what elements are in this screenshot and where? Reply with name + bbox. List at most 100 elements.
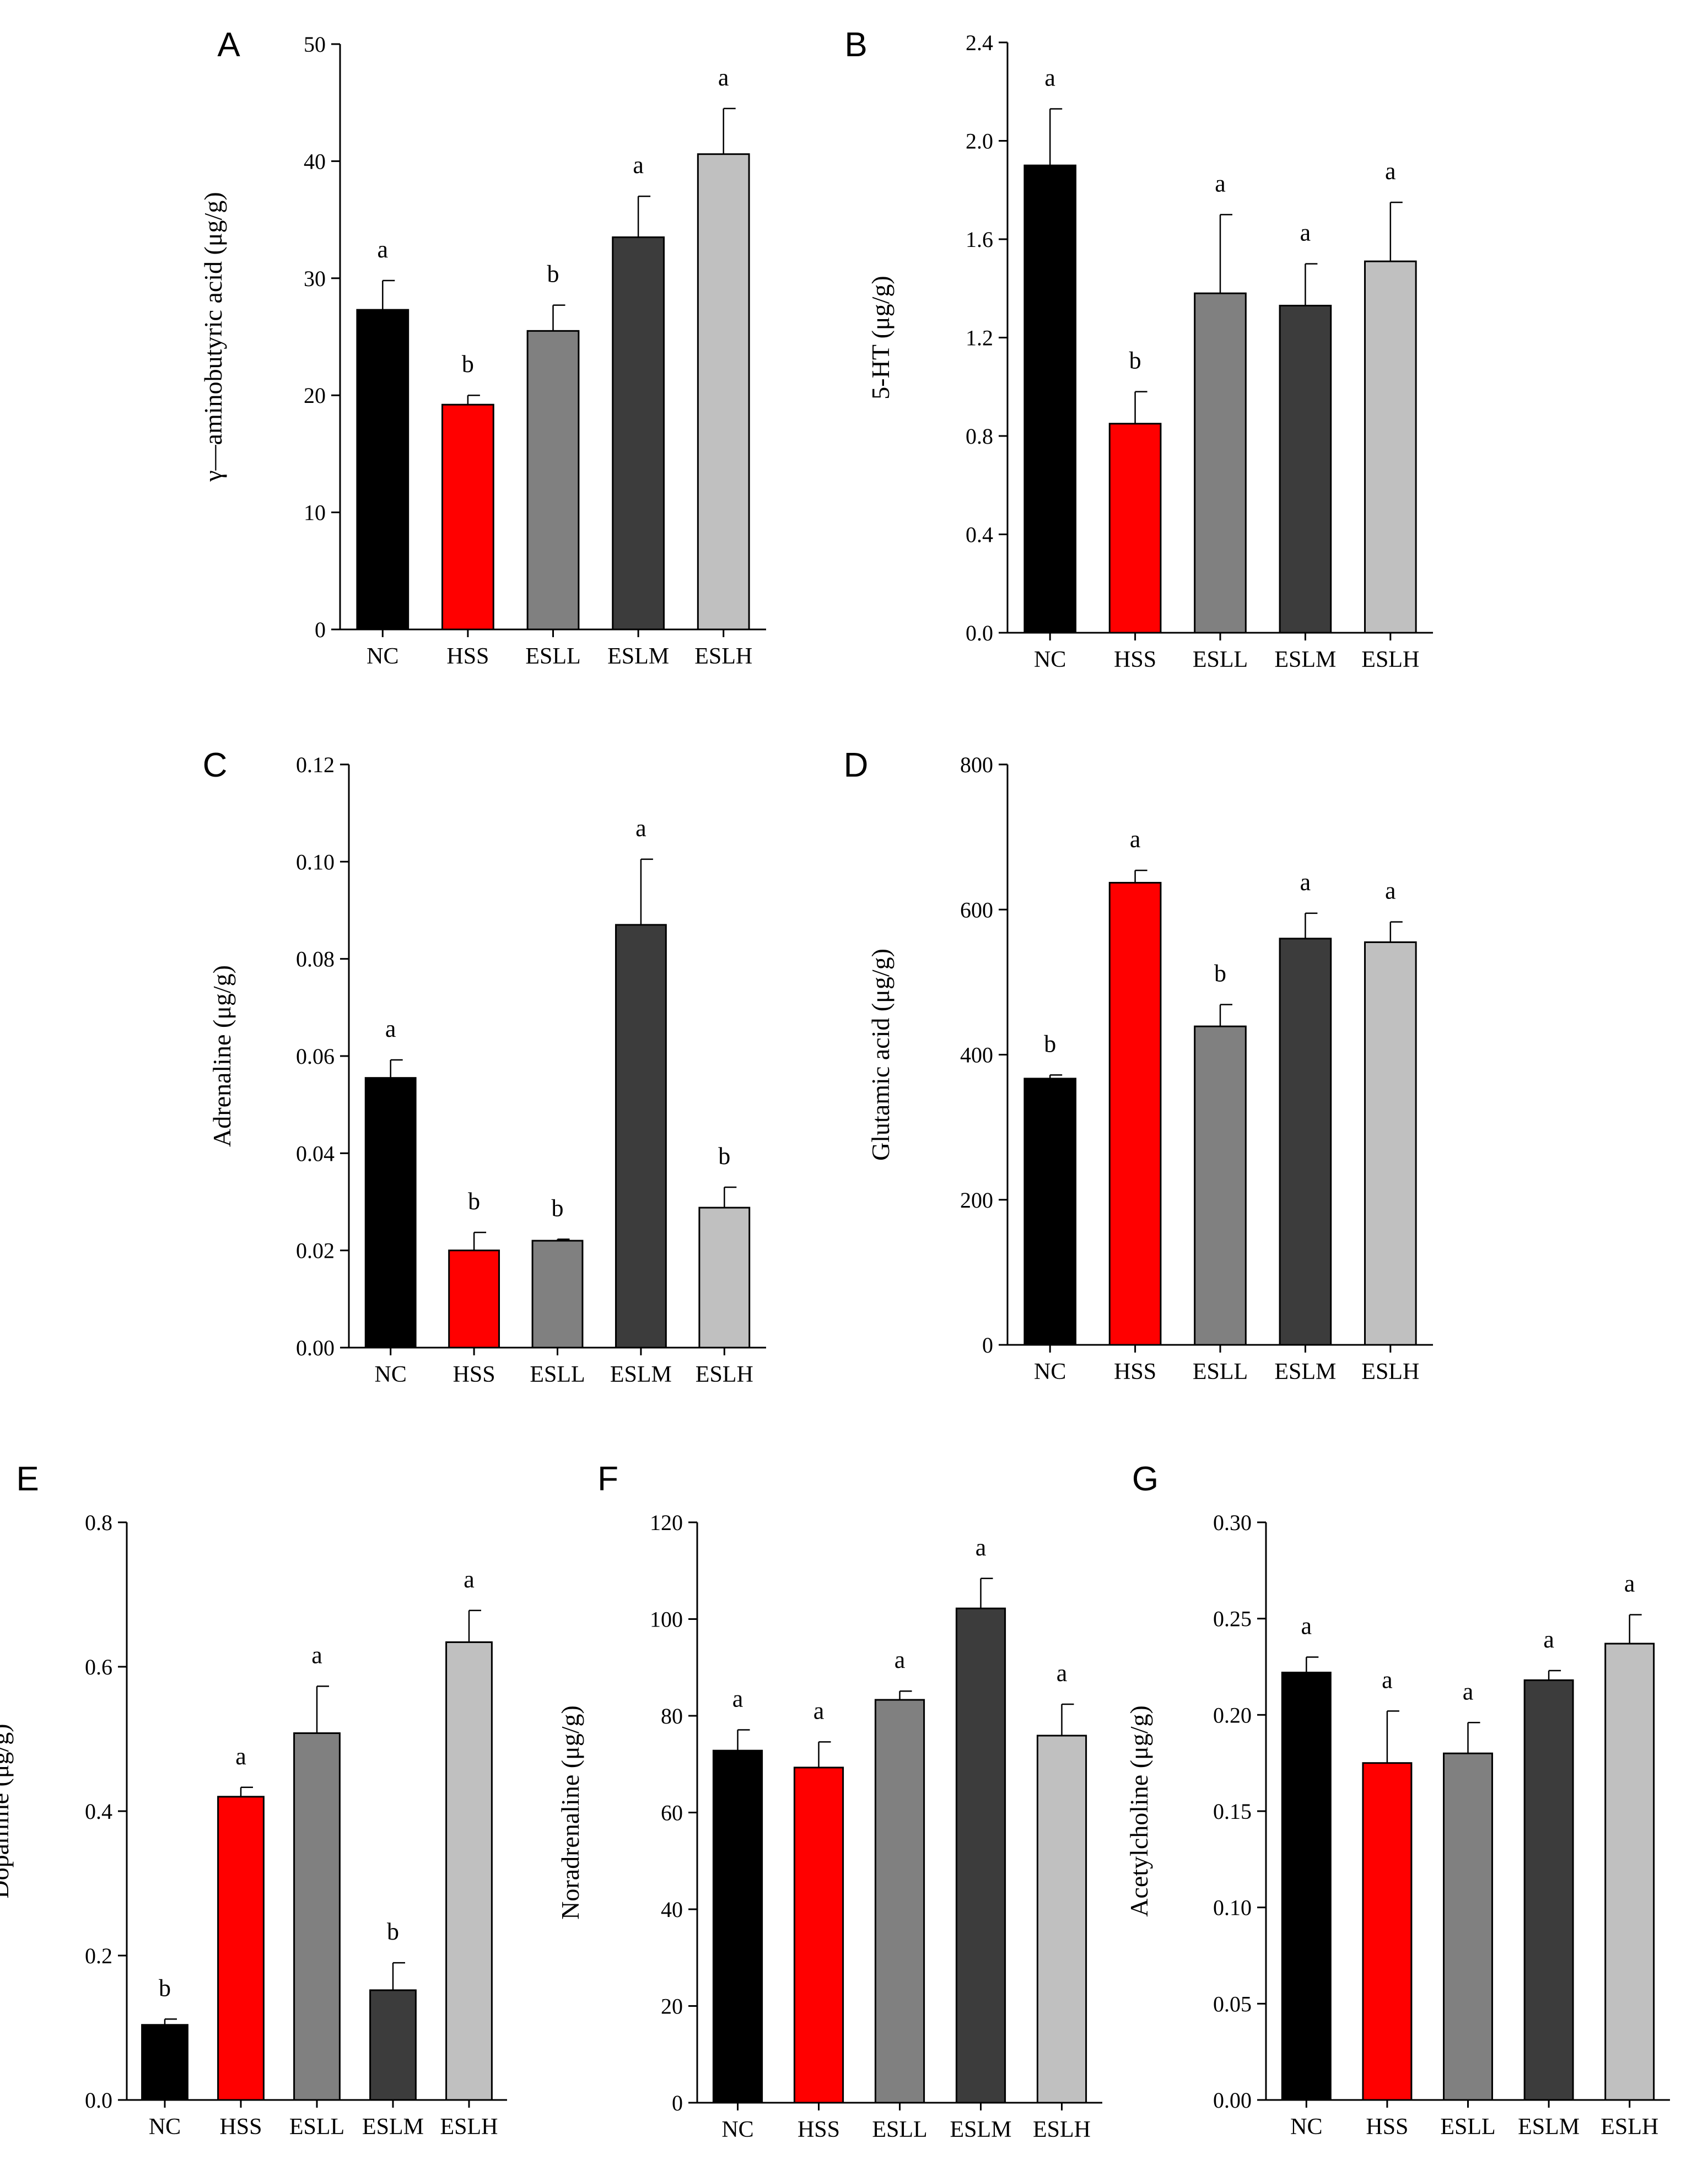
y-tick-label: 2.0 xyxy=(966,129,993,154)
y-tick-label: 200 xyxy=(960,1188,993,1213)
x-tick-label: HSS xyxy=(446,644,489,669)
significance-label: a xyxy=(1044,64,1055,91)
bar-eslm xyxy=(1279,304,1332,634)
x-tick-label: NC xyxy=(1290,2114,1322,2140)
y-tick-label: 20 xyxy=(304,383,326,408)
bar-nc xyxy=(1281,1671,1332,2101)
significance-label: b xyxy=(718,1143,730,1170)
y-tick-label: 0.12 xyxy=(296,752,335,777)
y-tick-label: 0.2 xyxy=(85,1943,112,1968)
y-tick-label: 0.0 xyxy=(85,2088,112,2113)
bar-esll xyxy=(293,1732,341,2101)
y-tick-label: 0.10 xyxy=(1213,1895,1252,1920)
significance-label: a xyxy=(1300,219,1311,246)
significance-label: a xyxy=(1130,826,1141,853)
bar-eslh xyxy=(698,1207,751,1349)
bar-nc xyxy=(1023,164,1077,634)
significance-label: a xyxy=(718,64,729,91)
y-tick-label: 0.8 xyxy=(85,1510,112,1535)
y-tick-label: 30 xyxy=(304,266,326,291)
significance-label: a xyxy=(1385,158,1396,185)
x-tick-label: ESLL xyxy=(1193,647,1248,672)
y-tick-label: 0 xyxy=(982,1333,993,1358)
y-tick-label: 0.6 xyxy=(85,1655,112,1679)
significance-label: a xyxy=(895,1646,906,1673)
x-tick-label: HSS xyxy=(1114,647,1156,672)
x-tick-label: HSS xyxy=(798,2117,840,2142)
significance-label: a xyxy=(813,1697,825,1724)
x-tick-label: NC xyxy=(1034,1359,1066,1385)
bar-hss xyxy=(1108,423,1162,634)
x-tick-label: ESLL xyxy=(1193,1359,1248,1385)
y-tick-label: 800 xyxy=(960,752,993,777)
panel-a: A 0 10 20 30 40 50 γ—aminobutyric acid (μg/g) a N… xyxy=(199,26,766,669)
bar-hss xyxy=(448,1250,500,1349)
significance-label: a xyxy=(635,815,646,842)
x-tick-label: ESLH xyxy=(1361,647,1419,672)
panel-letter: D xyxy=(844,746,869,784)
panel-b: B 0.0 0.4 0.8 1.2 1.6 2.0 2.4 5-HT (μg/g) a NC b HSS… xyxy=(844,26,1433,672)
y-tick-label: 40 xyxy=(304,149,326,174)
bar-hss xyxy=(217,1796,265,2101)
y-tick-label: 1.6 xyxy=(966,227,993,252)
x-tick-label: ESLL xyxy=(1440,2114,1495,2140)
y-tick-label: 0.06 xyxy=(296,1044,335,1069)
y-tick-label: 0.15 xyxy=(1213,1799,1252,1824)
x-tick-label: ESLH xyxy=(696,1362,753,1387)
x-tick-label: NC xyxy=(149,2114,181,2140)
x-tick-label: ESLM xyxy=(1274,1359,1336,1385)
x-tick-label: ESLM xyxy=(607,644,669,669)
significance-label: b xyxy=(1214,960,1226,987)
bar-esll xyxy=(1443,1752,1493,2101)
y-axis-title: Acetylcholine (μg/g) xyxy=(1125,1705,1153,1917)
significance-label: a xyxy=(385,1015,396,1042)
bar-eslm xyxy=(1279,938,1332,1346)
x-tick-label: ESLL xyxy=(872,2117,927,2142)
bar-eslm xyxy=(615,924,667,1349)
significance-label: b xyxy=(1044,1030,1056,1057)
bar-eslh xyxy=(1364,941,1417,1346)
y-tick-label: 0.10 xyxy=(296,849,335,874)
significance-label: a xyxy=(378,236,389,263)
bar-eslh xyxy=(697,153,750,631)
significance-label: a xyxy=(976,1534,987,1561)
y-tick-label: 0.00 xyxy=(296,1335,335,1360)
y-tick-label: 0.8 xyxy=(966,424,993,449)
significance-label: a xyxy=(1301,1613,1312,1640)
panel-letter: F xyxy=(597,1460,618,1498)
x-tick-label: ESLM xyxy=(1518,2114,1580,2140)
y-tick-label: 0.4 xyxy=(85,1799,112,1824)
x-tick-label: ESLH xyxy=(1601,2114,1658,2140)
bar-esll xyxy=(1194,1025,1247,1346)
panel-d: D 0 200 400 600 800 Glutamic acid (μg/g) b NC a HS… xyxy=(844,746,1433,1385)
panel-letter: A xyxy=(217,26,240,64)
bar-esll xyxy=(531,1240,584,1349)
x-tick-label: ESLL xyxy=(530,1362,585,1387)
y-tick-label: 0.04 xyxy=(296,1141,335,1166)
significance-label: a xyxy=(1215,170,1226,197)
x-tick-label: NC xyxy=(375,1362,407,1387)
panel-g: G 0.00 0.05 0.10 0.15 0.20 0.25 0.30 Acetylcholi… xyxy=(1125,1460,1670,2140)
bar-esll xyxy=(874,1699,925,2104)
x-tick-label: NC xyxy=(1034,647,1066,672)
y-tick-label: 1.2 xyxy=(966,326,993,351)
bar-hss xyxy=(793,1767,844,2104)
y-tick-label: 0 xyxy=(315,617,326,642)
y-tick-label: 2.4 xyxy=(966,30,993,55)
x-tick-label: ESLL xyxy=(289,2114,344,2140)
y-tick-label: 0.20 xyxy=(1213,1703,1252,1727)
y-tick-label: 0.4 xyxy=(966,523,993,547)
x-tick-label: NC xyxy=(721,2117,753,2142)
significance-label: b xyxy=(159,1974,171,2001)
significance-label: b xyxy=(1129,347,1141,374)
panel-e: E 0.0 0.2 0.4 0.6 0.8 Dopamine (μg/g) b NC a HSS a E… xyxy=(0,1460,507,2140)
y-tick-label: 40 xyxy=(661,1897,683,1922)
significance-label: a xyxy=(311,1641,322,1668)
panel-letter: C xyxy=(203,746,228,784)
bar-eslh xyxy=(1604,1642,1655,2101)
significance-label: b xyxy=(462,351,474,378)
x-tick-label: HSS xyxy=(453,1362,495,1387)
y-tick-label: 80 xyxy=(661,1704,683,1728)
bar-eslh xyxy=(1036,1735,1087,2104)
y-tick-label: 0 xyxy=(672,2091,683,2115)
